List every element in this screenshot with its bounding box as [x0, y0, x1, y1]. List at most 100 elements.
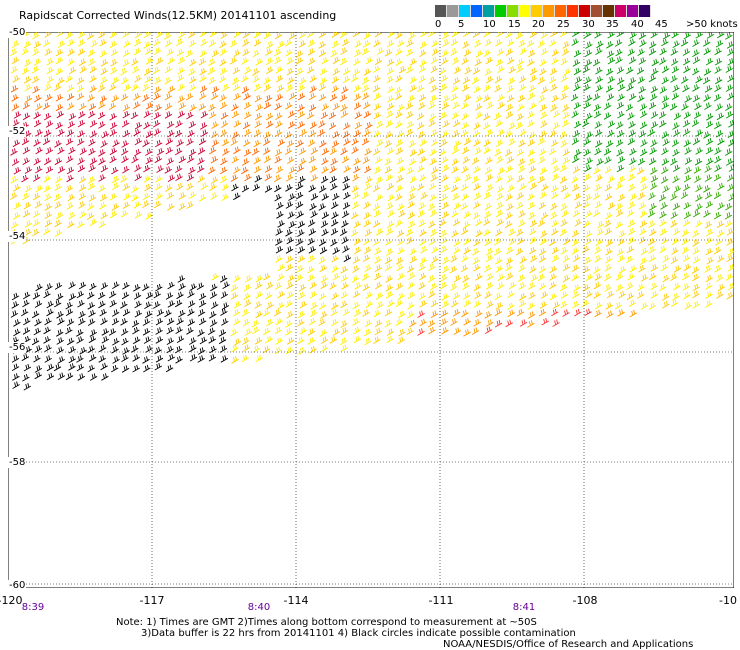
wind-barb: [331, 265, 339, 273]
wind-barb: [284, 147, 293, 155]
wind-barb: [309, 345, 317, 354]
wind-barb: [573, 83, 581, 92]
wind-barb: [605, 68, 614, 76]
wind-barb: [583, 101, 592, 109]
wind-barb: [131, 194, 139, 202]
wind-barb: [23, 76, 32, 84]
wind-barb: [166, 191, 175, 200]
wind-barb: [617, 309, 625, 317]
wind-barb: [87, 182, 96, 191]
wind-barb: [494, 248, 502, 256]
wind-barb: [551, 228, 559, 236]
wind-barb: [266, 41, 274, 49]
wind-barb: [452, 193, 460, 201]
wind-barb: [398, 209, 406, 218]
wind-barb: [471, 175, 480, 184]
wind-barb: [164, 65, 173, 74]
wind-barb: [65, 32, 74, 39]
wind-barb: [583, 220, 591, 228]
wind-barb: [408, 140, 416, 148]
wind-barb: [211, 273, 219, 281]
wind-barb: [618, 266, 627, 274]
wind-barb: [233, 338, 242, 346]
wind-barb: [153, 86, 162, 94]
wind-barb: [596, 40, 604, 49]
wind-barb: [351, 137, 359, 146]
wind-barb: [637, 167, 645, 175]
wind-barb: [508, 66, 516, 74]
wind-barb: [99, 193, 108, 202]
wind-barb: [463, 237, 471, 246]
wind-barb: [528, 49, 536, 58]
wind-barb: [428, 101, 436, 110]
wind-barb: [681, 229, 690, 237]
wind-barb: [274, 129, 283, 137]
wind-barb: [650, 182, 658, 190]
wind-barb: [462, 282, 470, 290]
wind-barb: [537, 273, 546, 281]
wind-barb: [318, 120, 326, 128]
wind-barb: [573, 120, 582, 129]
wind-barb: [22, 146, 31, 155]
wind-barb: [518, 299, 527, 308]
wind-barb: [538, 282, 547, 291]
wind-barb: [584, 164, 592, 173]
wind-barb: [98, 355, 106, 363]
wind-barb: [407, 291, 416, 299]
wind-barb: [101, 328, 110, 336]
wind-barb: [288, 32, 297, 40]
wind-barb: [55, 211, 64, 220]
wind-barb: [397, 203, 405, 211]
wind-barb: [452, 129, 460, 138]
wind-barb: [705, 113, 714, 121]
wind-barb: [505, 48, 514, 56]
wind-barb: [285, 173, 294, 182]
wind-barb: [120, 318, 128, 326]
wind-barb: [54, 219, 62, 228]
wind-barb: [45, 165, 54, 174]
wind-barb: [88, 110, 96, 119]
wind-barb: [429, 209, 438, 217]
wind-barb: [409, 149, 418, 157]
wind-barb: [453, 175, 461, 184]
wind-barb: [581, 299, 590, 308]
wind-barb: [725, 84, 734, 92]
wind-barb: [583, 173, 592, 182]
wind-barb: [255, 103, 264, 112]
wind-barb: [54, 140, 62, 148]
wind-barb: [627, 112, 635, 120]
wind-barb: [353, 93, 362, 101]
wind-barb: [724, 211, 733, 220]
wind-barb: [54, 229, 63, 237]
wind-barb: [582, 119, 590, 128]
wind-barb: [86, 32, 95, 40]
wind-barb: [462, 275, 470, 283]
wind-barb: [306, 111, 315, 120]
wind-barb: [330, 318, 339, 327]
wind-barb: [285, 131, 293, 139]
wind-barb: [407, 211, 416, 220]
wind-barb: [152, 66, 161, 75]
wind-barb: [396, 263, 404, 272]
wind-barb: [143, 164, 151, 173]
wind-barb: [725, 103, 733, 111]
wind-barb: [496, 185, 505, 193]
wind-barb: [241, 308, 250, 317]
wind-barb: [155, 336, 164, 344]
wind-barb: [255, 354, 263, 363]
wind-barb: [397, 165, 406, 174]
wind-barb: [219, 48, 228, 56]
wind-barb: [242, 32, 251, 39]
wind-barb: [332, 272, 340, 281]
wind-barb: [551, 254, 560, 263]
wind-barb: [727, 57, 734, 66]
wind-barb: [20, 308, 29, 317]
wind-barb: [353, 237, 362, 246]
wind-barb: [416, 112, 425, 120]
wind-barb: [692, 273, 700, 282]
wind-barb: [626, 292, 635, 301]
wind-barb: [354, 309, 362, 317]
wind-barb: [321, 147, 330, 156]
wind-barb: [364, 264, 372, 272]
wind-barb: [188, 166, 196, 175]
